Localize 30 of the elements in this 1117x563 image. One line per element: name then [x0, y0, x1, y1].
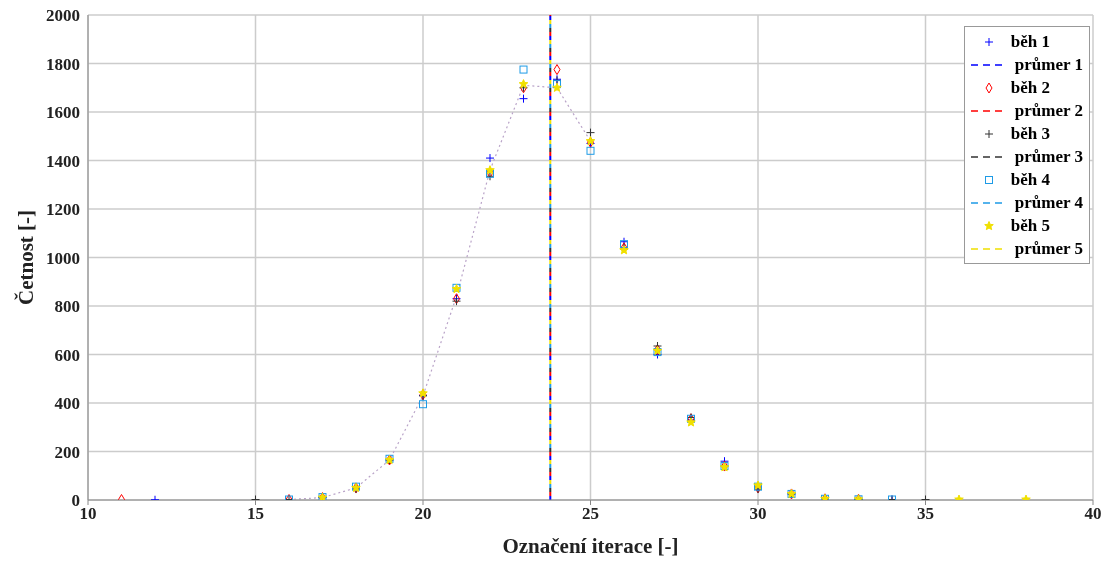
x-tick-label: 35 [917, 504, 934, 524]
legend-label: běh 4 [1010, 169, 1051, 190]
x-tick-label: 40 [1084, 504, 1102, 524]
x-tick-label: 15 [247, 504, 264, 524]
legend-label: průmer 2 [1014, 100, 1083, 121]
y-tick-label: 1000 [46, 248, 80, 268]
y-tick-label: 1600 [46, 103, 80, 123]
x-tick-label: 30 [749, 504, 767, 524]
y-tick-label: 2000 [46, 6, 80, 26]
y-tick-label: 200 [54, 442, 80, 462]
legend-label: běh 5 [1010, 215, 1051, 236]
y-tick-label: 400 [54, 394, 80, 414]
x-axis-title: Označení iterace [-] [502, 534, 679, 558]
y-tick-label: 800 [54, 297, 80, 317]
x-tick-label: 20 [414, 504, 432, 524]
legend-label: průmer 4 [1014, 192, 1083, 213]
legend-label: běh 1 [1010, 31, 1051, 52]
x-tick-label: 10 [79, 504, 97, 524]
y-tick-label: 1400 [46, 151, 80, 171]
legend-label: průmer 5 [1014, 238, 1083, 259]
y-tick-label: 600 [54, 345, 80, 365]
y-tick-label: 0 [71, 491, 80, 511]
legend-label: běh 3 [1010, 123, 1051, 144]
legend-label: průmer 3 [1014, 146, 1083, 167]
x-tick-label: 25 [582, 504, 599, 524]
y-tick-label: 1800 [46, 54, 80, 74]
y-axis-title: Četnost [-] [14, 209, 38, 306]
legend-label: běh 2 [1010, 77, 1051, 98]
y-tick-label: 1200 [46, 200, 80, 220]
legend-label: průmer 1 [1014, 54, 1083, 75]
